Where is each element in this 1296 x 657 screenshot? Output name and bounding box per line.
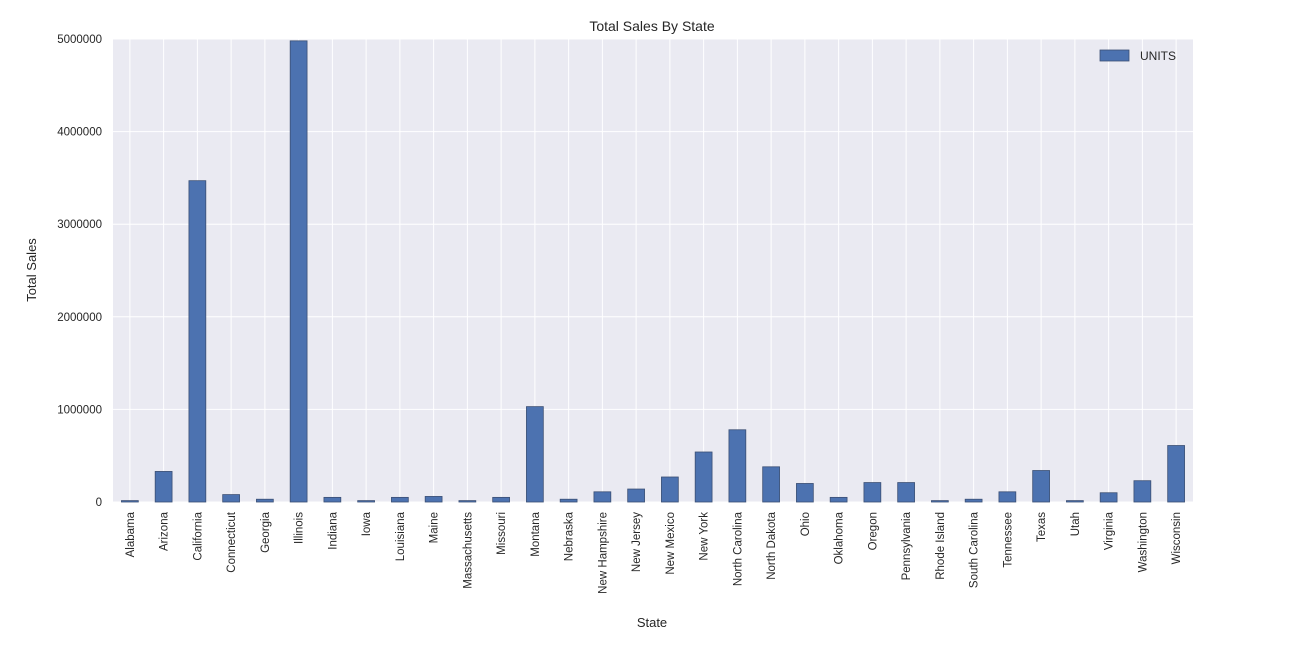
bar-connecticut	[222, 494, 240, 503]
x-tick-label: Illinois	[294, 512, 306, 544]
x-tick-label: Rhode Island	[935, 512, 947, 580]
bar-utah	[1066, 500, 1084, 503]
bar-oklahoma	[829, 496, 848, 503]
bar-montana	[526, 406, 544, 503]
bar-wisconsin	[1167, 445, 1185, 503]
x-tick-label: California	[192, 511, 204, 560]
x-tick-label: Pennsylvania	[901, 511, 913, 580]
x-tick-label: Indiana	[327, 511, 339, 549]
bars	[121, 40, 1185, 503]
bar-illinois	[289, 40, 308, 503]
bar-alabama	[121, 500, 139, 503]
x-tick-label: Massachusetts	[462, 512, 474, 589]
x-tick-label: Texas	[1036, 512, 1048, 542]
bar-pennsylvania	[897, 482, 915, 503]
chart-title: Total Sales By State	[589, 18, 715, 34]
legend-swatch	[1099, 49, 1130, 62]
x-tick-label: Missouri	[496, 512, 508, 555]
bar-massachusetts	[458, 500, 477, 503]
bar-indiana	[323, 496, 342, 503]
bar-virginia	[1099, 492, 1118, 503]
bar-arizona	[154, 471, 173, 503]
x-tick-label: Ohio	[800, 512, 812, 536]
bar-iowa	[357, 500, 375, 503]
x-tick-label: Arizona	[159, 511, 171, 551]
bar-tennessee	[998, 491, 1017, 503]
bar-north-carolina	[728, 429, 747, 503]
y-tick-label: 5000000	[57, 34, 102, 46]
bar-maine	[424, 496, 443, 503]
x-tick-label: Oklahoma	[834, 511, 846, 564]
bar-south-carolina	[964, 498, 983, 503]
plot-background	[113, 39, 1193, 502]
y-tick-label: 4000000	[57, 127, 102, 139]
x-tick-label: Utah	[1070, 512, 1082, 536]
x-tick-label: Nebraska	[564, 511, 576, 561]
x-tick-label: Montana	[530, 511, 542, 556]
legend: UNITS	[1099, 49, 1176, 63]
bar-new-mexico	[661, 476, 679, 503]
x-tick-label: Wisconsin	[1171, 512, 1183, 564]
x-tick-label: Iowa	[361, 511, 373, 536]
bar-north-dakota	[762, 466, 780, 503]
y-tick-labels: 0 1000000 2000000 3000000 4000000 5000000	[57, 34, 102, 509]
bar-washington	[1133, 480, 1152, 503]
y-tick-label: 2000000	[57, 312, 102, 324]
x-tick-label: Washington	[1137, 512, 1149, 572]
x-tick-label: New Jersey	[631, 512, 643, 572]
x-tick-labels: Alabama Arizona California Connecticut Georg…	[125, 511, 1183, 594]
bar-nebraska	[559, 498, 578, 503]
x-tick-label: North Dakota	[766, 511, 778, 579]
x-tick-label: Connecticut	[226, 511, 238, 573]
x-tick-label: North Carolina	[732, 511, 744, 586]
y-tick-label: 0	[96, 497, 102, 509]
bar-new-jersey	[627, 488, 645, 503]
bar-new-york	[694, 451, 713, 503]
y-tick-label: 3000000	[57, 219, 102, 231]
bar-california	[188, 180, 207, 503]
bar-missouri	[492, 496, 510, 503]
y-tick-label: 1000000	[57, 404, 102, 416]
x-tick-label: Tennessee	[1002, 512, 1014, 568]
x-tick-label: Virginia	[1104, 511, 1116, 550]
bar-ohio	[796, 483, 814, 503]
x-tick-label: Louisiana	[395, 511, 407, 561]
x-tick-label: New Hampshire	[597, 512, 609, 594]
legend-label-units: UNITS	[1140, 49, 1176, 63]
x-axis-label: State	[637, 615, 667, 630]
bar-texas	[1032, 470, 1050, 503]
bar-oregon	[863, 482, 882, 503]
x-tick-label: Alabama	[125, 511, 137, 557]
x-tick-label: Georgia	[260, 511, 272, 553]
bar-louisiana	[391, 496, 409, 503]
x-tick-label: Maine	[429, 512, 441, 543]
bar-rhode-island	[931, 500, 949, 503]
x-tick-label: New Mexico	[665, 512, 677, 575]
x-tick-label: New York	[699, 512, 711, 561]
x-tick-label: Oregon	[867, 512, 879, 550]
x-tick-label: South Carolina	[969, 511, 981, 588]
bar-new-hampshire	[593, 491, 612, 503]
y-axis-label: Total Sales	[24, 238, 39, 302]
bar-georgia	[256, 498, 274, 503]
